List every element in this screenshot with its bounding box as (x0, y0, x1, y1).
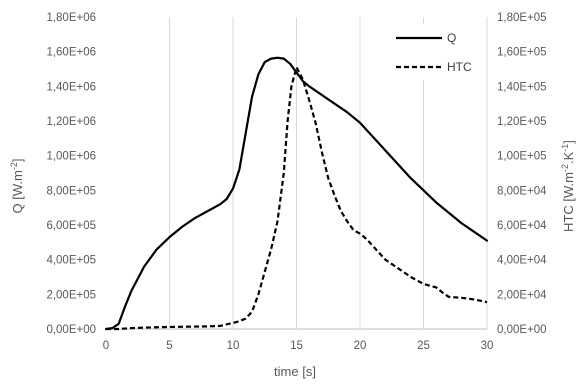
y-left-tick-label: 6,00E+05 (46, 220, 96, 232)
x-tick-label: 30 (481, 340, 494, 352)
x-tick-label: 0 (103, 340, 109, 352)
y-left-tick-label: 8,00E+05 (46, 185, 96, 197)
y-right-title-main: HTC [W.m (561, 172, 576, 232)
y-right-title-sup2: -1 (560, 144, 570, 152)
y-left-tick-label: 4,00E+05 (46, 255, 96, 267)
y-left-title-sup: -2 (9, 162, 19, 170)
y-right-tick-label: 1,80E+05 (497, 12, 547, 24)
x-tick-label: 10 (227, 340, 240, 352)
x-tick-label: 25 (417, 340, 430, 352)
y-left-tick-label: 1,60E+06 (46, 47, 96, 59)
y-axis-right-title: HTC [W.m-2.K-1] (560, 140, 576, 232)
x-axis-ticks: 0 5 10 15 20 25 30 (103, 340, 494, 352)
legend-label-q: Q (447, 31, 456, 45)
y-right-title-sup1: -2 (560, 164, 570, 172)
y-axis-left: 0,00E+00 2,00E+05 4,00E+05 6,00E+05 8,00E+05… (46, 12, 96, 336)
y-right-tick-label: 8,00E+04 (497, 185, 547, 197)
y-left-tick-label: 1,80E+06 (46, 12, 96, 24)
y-right-tick-label: 2,00E+04 (497, 289, 547, 301)
y-left-tick-label: 0,00E+00 (46, 324, 96, 336)
legend-box (380, 24, 484, 80)
y-left-title-end: ] (10, 159, 25, 163)
x-tick-label: 15 (290, 340, 303, 352)
series-line-htc (106, 66, 488, 331)
legend: Q HTC (380, 24, 484, 80)
series-lines (104, 56, 489, 331)
series-line-q (104, 56, 489, 331)
y-left-tick-label: 1,00E+06 (46, 151, 96, 163)
y-left-tick-label: 2,00E+05 (46, 289, 96, 301)
y-right-tick-label: 1,40E+05 (497, 81, 547, 93)
y-right-title-mid: .K (561, 151, 576, 164)
y-right-tick-label: 0,00E+00 (497, 324, 547, 336)
y-right-tick-label: 1,20E+05 (497, 116, 547, 128)
x-tick-label: 5 (166, 340, 172, 352)
y-right-tick-label: 6,00E+04 (497, 220, 547, 232)
y-left-tick-label: 1,40E+06 (46, 81, 96, 93)
y-right-tick-label: 4,00E+04 (497, 255, 547, 267)
y-axis-left-title: Q [W.m-2] (9, 159, 25, 214)
y-right-tick-label: 1,00E+05 (497, 151, 547, 163)
y-right-tick-label: 1,60E+05 (497, 47, 547, 59)
legend-label-htc: HTC (447, 60, 472, 74)
y-axis-right: 0,00E+00 2,00E+04 4,00E+04 6,00E+04 8,00E+04… (497, 12, 547, 336)
y-left-tick-label: 1,20E+06 (46, 116, 96, 128)
y-right-title-end: ] (561, 140, 576, 144)
y-left-title-main: Q [W.m (10, 170, 25, 213)
x-tick-label: 20 (354, 340, 367, 352)
x-axis-title: time [s] (274, 364, 316, 379)
